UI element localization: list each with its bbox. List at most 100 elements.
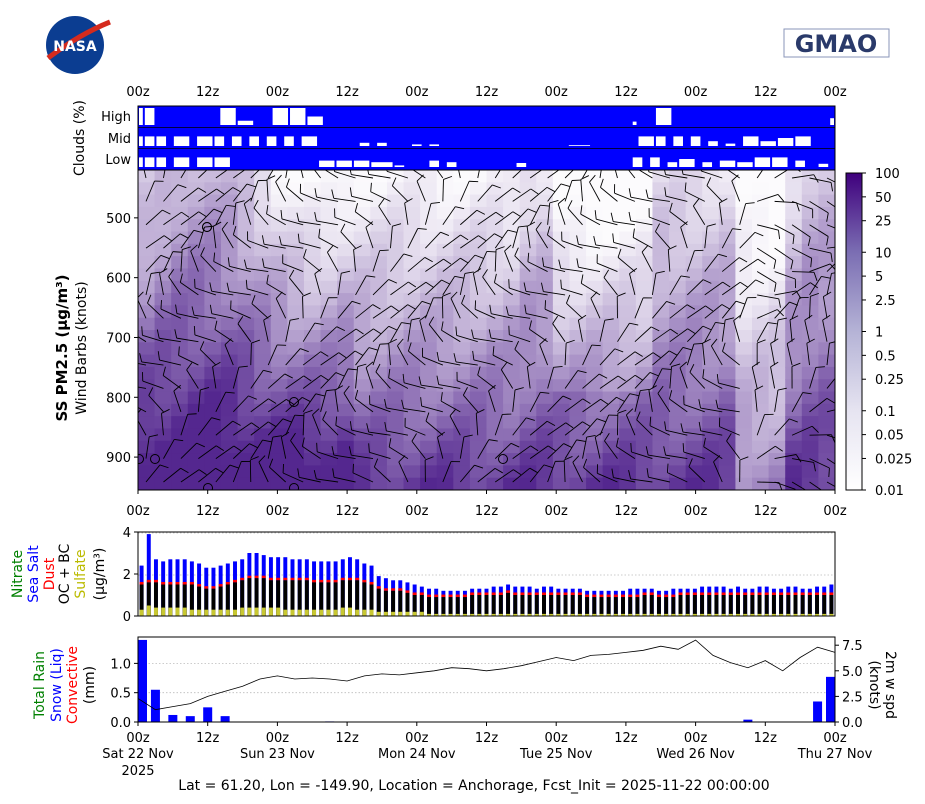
- pm25-cell: [353, 391, 371, 405]
- pm25-cell: [237, 170, 255, 183]
- wind-barb: [355, 347, 370, 366]
- pm25-cell: [635, 243, 654, 257]
- pm25-cell: [154, 231, 172, 245]
- wind-barb: [719, 426, 740, 436]
- pm25-cell: [503, 206, 521, 220]
- wind-barb-feather: [792, 235, 795, 245]
- wind-barb: [392, 185, 409, 202]
- pm25-cell: [154, 280, 172, 294]
- dust-bar: [391, 588, 396, 591]
- wind-barb: [826, 201, 835, 208]
- dust-bar: [376, 586, 381, 589]
- pm25-cell: [453, 391, 471, 405]
- pm25-cell: [552, 453, 571, 466]
- wind-barb: [634, 390, 641, 412]
- wind-barb: [655, 231, 671, 249]
- wind-barb-feather: [796, 202, 800, 212]
- pm25-cell: [768, 330, 786, 343]
- dust-bar: [218, 584, 223, 587]
- sulfate-bar: [563, 613, 568, 616]
- pm25-cell: [420, 416, 438, 430]
- pm25-cell: [204, 256, 222, 270]
- wind-barb: [180, 281, 199, 296]
- wind-barb-feather: [442, 292, 451, 297]
- wind-barb-feather: [343, 385, 350, 394]
- wind-barb: [494, 211, 514, 226]
- wind-barb: [316, 220, 339, 226]
- wind-barb-feather: [789, 315, 799, 321]
- wind-barb: [355, 275, 367, 296]
- pm25-cell: [303, 416, 322, 430]
- wind-barb-feather: [767, 322, 777, 325]
- pm25-cell: [320, 305, 338, 319]
- pm25-cell: [138, 428, 156, 442]
- colorbar-tick-label: 25: [875, 215, 892, 230]
- sulfate-bar: [340, 607, 345, 616]
- precip-grid: [138, 662, 835, 694]
- wind-barb-feather: [331, 189, 335, 199]
- oc-bc-bar: [570, 595, 575, 616]
- oc-bc-bar: [189, 584, 194, 616]
- wind-barb: [634, 297, 644, 319]
- wind-barb: [651, 273, 657, 295]
- sulfate-bar: [319, 609, 324, 616]
- wind-barb-feather: [179, 273, 183, 283]
- wind-barb-feather: [504, 244, 512, 252]
- wind-barb-feather: [365, 221, 374, 228]
- wind-barb-feather: [315, 393, 325, 397]
- pm25-cell: [619, 465, 637, 479]
- pm25-cell: [635, 170, 654, 183]
- dust-bar: [333, 579, 338, 583]
- pm25-cell: [586, 182, 604, 196]
- wind-barb: [337, 368, 349, 389]
- pressure-tick-label: 900: [106, 451, 131, 466]
- wind-barb: [455, 361, 478, 366]
- sulfate-bar: [218, 609, 223, 616]
- pressure-tick-label: 600: [106, 272, 131, 287]
- cloud-clear-cell: [818, 163, 829, 167]
- wind-barb-feather: [300, 348, 309, 353]
- pm25-cell: [303, 194, 322, 208]
- wind-barb-feather: [213, 208, 223, 214]
- dust-bar: [642, 592, 647, 595]
- pm25-cell: [735, 317, 753, 331]
- cloud-clear-cell: [272, 108, 289, 125]
- pm25-cell: [586, 440, 604, 454]
- pm25-cell: [386, 416, 405, 430]
- wind-barb: [266, 179, 269, 202]
- wind-barb-feather: [715, 321, 725, 325]
- wind-barb: [441, 329, 461, 343]
- day-label: Sat 22 Nov: [102, 747, 174, 762]
- wind-barb-feather: [544, 300, 547, 310]
- wind-barb: [477, 468, 496, 483]
- pm25-cell: [669, 293, 687, 306]
- sulfate-bar: [290, 609, 295, 616]
- wind-barb: [333, 454, 356, 460]
- pm25-cell: [204, 182, 222, 196]
- pm25-cell: [138, 477, 156, 490]
- wind-barb-feather: [268, 398, 277, 404]
- pm25-cell: [303, 428, 322, 442]
- year-label: 2025: [121, 764, 154, 779]
- wind-barb: [529, 392, 541, 413]
- dust-bar: [793, 592, 798, 595]
- wind-barb: [791, 224, 811, 238]
- clouds-background: [138, 106, 835, 170]
- snow-bar: [150, 689, 160, 722]
- pm25-cell: [652, 293, 670, 306]
- pm25-cell: [453, 219, 471, 233]
- oc-bc-bar: [412, 595, 417, 616]
- pm25-cell: [453, 428, 471, 442]
- pm25-cell: [370, 305, 388, 319]
- sulfate-bar: [491, 613, 496, 616]
- wind-barb-feather: [488, 439, 498, 442]
- wind-barb: [388, 343, 391, 366]
- wind-barb-feather: [797, 170, 801, 173]
- pm25-cell: [503, 305, 521, 319]
- colorbar-tick-label: 5: [875, 270, 883, 285]
- pm25-cell: [287, 206, 305, 220]
- dust-bar: [283, 577, 288, 581]
- wind-barb-feather: [440, 392, 443, 402]
- pm25-cell: [785, 170, 803, 183]
- wind-barb-feather: [232, 225, 237, 235]
